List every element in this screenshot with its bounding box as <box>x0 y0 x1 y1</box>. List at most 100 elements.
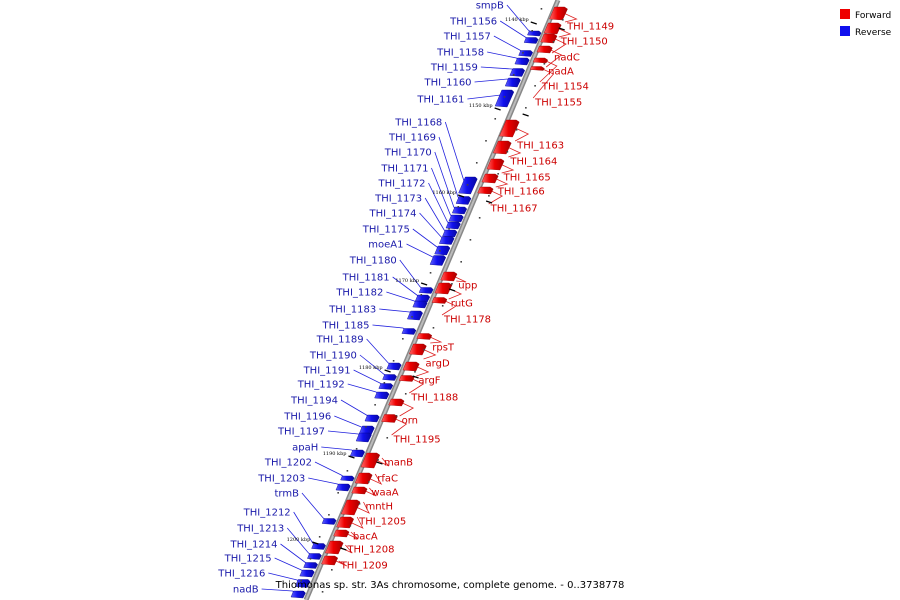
forward-gene-label[interactable]: THI_1188 <box>410 393 458 404</box>
reverse-gene-label[interactable]: THI_1161 <box>416 95 464 106</box>
forward-gene-label[interactable]: THI_1155 <box>534 98 582 109</box>
reverse-gene-label[interactable]: THI_1196 <box>283 412 331 423</box>
reverse-gene-feature[interactable] <box>322 519 336 525</box>
reverse-gene-label[interactable]: THI_1171 <box>380 164 428 175</box>
reverse-gene-feature[interactable] <box>439 237 454 245</box>
reverse-gene-feature[interactable] <box>291 591 306 598</box>
forward-gene-label[interactable]: orn <box>402 416 418 427</box>
forward-gene-feature[interactable] <box>382 415 398 423</box>
reverse-gene-feature[interactable] <box>446 222 461 229</box>
reverse-gene-label[interactable]: THI_1214 <box>229 540 277 551</box>
reverse-gene-feature[interactable] <box>443 230 458 237</box>
reverse-gene-label[interactable]: THI_1203 <box>257 474 305 485</box>
reverse-gene-label[interactable]: THI_1173 <box>374 194 422 205</box>
reverse-gene-feature[interactable] <box>495 90 514 107</box>
forward-gene-feature[interactable] <box>530 67 544 71</box>
forward-gene-feature[interactable] <box>341 500 360 515</box>
forward-gene-label[interactable]: THI_1154 <box>541 82 589 93</box>
reverse-gene-label[interactable]: THI_1182 <box>335 288 383 299</box>
reverse-gene-label[interactable]: THI_1157 <box>443 32 491 43</box>
reverse-gene-label[interactable]: THI_1156 <box>449 17 497 28</box>
forward-gene-label[interactable]: THI_1195 <box>393 435 441 446</box>
reverse-gene-label[interactable]: THI_1158 <box>436 48 484 59</box>
reverse-gene-label[interactable]: THI_1190 <box>309 351 357 362</box>
reverse-gene-label[interactable]: THI_1159 <box>430 63 478 74</box>
forward-gene-feature[interactable] <box>352 487 368 494</box>
reverse-gene-label[interactable]: THI_1216 <box>217 569 265 580</box>
forward-gene-label[interactable]: upp <box>458 281 477 292</box>
reverse-gene-label[interactable]: THI_1189 <box>316 335 364 346</box>
reverse-gene-feature[interactable] <box>312 544 326 550</box>
forward-gene-label[interactable]: THI_1150 <box>560 37 608 48</box>
forward-gene-feature[interactable] <box>537 46 553 53</box>
reverse-gene-feature[interactable] <box>307 554 321 560</box>
reverse-gene-feature[interactable] <box>365 415 380 422</box>
reverse-gene-label[interactable]: THI_1183 <box>328 305 376 316</box>
reverse-gene-feature[interactable] <box>524 38 538 44</box>
reverse-gene-feature[interactable] <box>341 476 355 481</box>
forward-gene-feature[interactable] <box>533 58 548 63</box>
reverse-gene-feature[interactable] <box>300 570 315 577</box>
forward-gene-label[interactable]: THI_1205 <box>358 517 406 528</box>
reverse-gene-label[interactable]: THI_1213 <box>236 524 284 535</box>
forward-gene-label[interactable]: manB <box>384 458 413 469</box>
reverse-gene-feature[interactable] <box>510 69 525 77</box>
reverse-gene-label[interactable]: THI_1192 <box>297 380 345 391</box>
forward-gene-feature[interactable] <box>417 334 432 340</box>
reverse-gene-feature[interactable] <box>304 563 318 569</box>
forward-gene-label[interactable]: bacA <box>353 532 378 543</box>
reverse-gene-label[interactable]: THI_1160 <box>424 78 472 89</box>
reverse-gene-feature[interactable] <box>387 363 402 370</box>
reverse-gene-feature[interactable] <box>375 392 390 399</box>
forward-gene-label[interactable]: THI_1208 <box>346 545 394 556</box>
forward-gene-feature[interactable] <box>478 187 494 194</box>
reverse-gene-label[interactable]: THI_1197 <box>277 427 325 438</box>
reverse-gene-feature[interactable] <box>419 288 433 294</box>
forward-gene-feature[interactable] <box>432 298 447 304</box>
forward-gene-label[interactable]: rfaC <box>377 474 398 485</box>
reverse-gene-label[interactable]: THI_1169 <box>388 133 436 144</box>
forward-gene-label[interactable]: mntH <box>365 502 393 513</box>
reverse-gene-label[interactable]: THI_1215 <box>224 554 272 565</box>
forward-gene-feature[interactable] <box>399 376 414 382</box>
forward-gene-feature[interactable] <box>500 120 520 137</box>
reverse-gene-feature[interactable] <box>519 51 533 57</box>
forward-gene-label[interactable]: THI_1163 <box>516 141 564 152</box>
reverse-gene-label[interactable]: THI_1175 <box>362 225 410 236</box>
reverse-gene-label[interactable]: THI_1212 <box>243 508 291 519</box>
reverse-gene-label[interactable]: THI_1181 <box>342 273 390 284</box>
forward-gene-feature[interactable] <box>334 530 350 537</box>
forward-gene-label[interactable]: nadA <box>548 67 574 78</box>
forward-gene-label[interactable]: THI_1166 <box>497 187 545 198</box>
reverse-gene-feature[interactable] <box>350 450 365 457</box>
reverse-gene-feature[interactable] <box>449 215 464 222</box>
reverse-gene-label[interactable]: THI_1168 <box>394 118 442 129</box>
reverse-gene-feature[interactable] <box>527 31 541 36</box>
forward-gene-label[interactable]: waaA <box>371 488 398 499</box>
reverse-gene-label[interactable]: THI_1202 <box>264 458 312 469</box>
reverse-gene-feature[interactable] <box>452 207 467 214</box>
forward-gene-label[interactable]: THI_1167 <box>490 204 538 215</box>
reverse-gene-feature[interactable] <box>515 58 530 65</box>
reverse-gene-feature[interactable] <box>402 329 416 335</box>
reverse-gene-label[interactable]: trmB <box>274 489 299 500</box>
forward-gene-label[interactable]: nadC <box>554 53 580 64</box>
reverse-gene-label[interactable]: THI_1191 <box>303 366 351 377</box>
reverse-gene-label[interactable]: THI_1185 <box>321 321 369 332</box>
forward-gene-label[interactable]: THI_1209 <box>340 561 388 572</box>
forward-gene-label[interactable]: rpsT <box>432 343 455 354</box>
reverse-gene-feature[interactable] <box>336 484 351 491</box>
reverse-gene-label[interactable]: THI_1180 <box>349 256 397 267</box>
forward-gene-label[interactable]: THI_1178 <box>443 315 491 326</box>
forward-gene-label[interactable]: rutG <box>451 299 473 310</box>
reverse-gene-label[interactable]: smpB <box>476 1 504 12</box>
reverse-gene-label[interactable]: THI_1194 <box>290 396 338 407</box>
forward-gene-label[interactable]: argF <box>418 376 440 387</box>
reverse-gene-feature[interactable] <box>379 384 393 390</box>
reverse-gene-feature[interactable] <box>456 197 471 205</box>
reverse-gene-feature[interactable] <box>413 301 428 308</box>
reverse-gene-label[interactable]: apaH <box>292 443 318 454</box>
forward-gene-label[interactable]: THI_1165 <box>503 173 551 184</box>
reverse-gene-label[interactable]: THI_1172 <box>377 179 425 190</box>
forward-gene-feature[interactable] <box>361 453 380 468</box>
